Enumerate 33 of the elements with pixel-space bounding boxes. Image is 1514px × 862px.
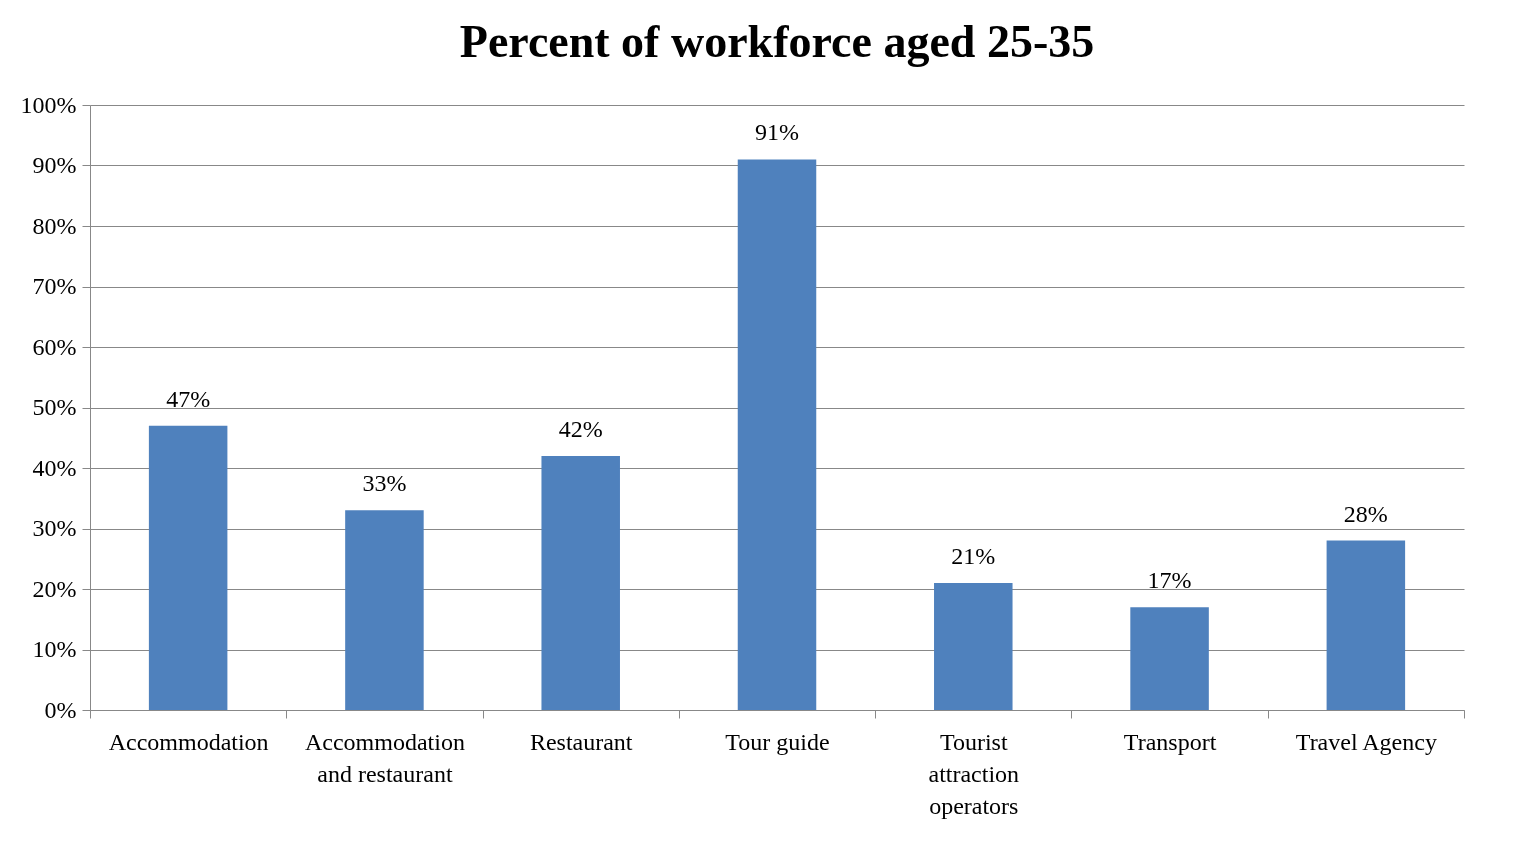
chart-title: Percent of workforce aged 25-35 [459, 16, 1095, 67]
x-tick-label: Tourist attraction operators [928, 728, 1020, 819]
y-tick-label: 60% [32, 333, 77, 360]
data-label: 21% [951, 542, 996, 569]
x-tick-label: Travel Agency [1295, 728, 1437, 755]
x-tick-label: Accommodation [108, 728, 269, 755]
y-tick-label: 70% [32, 273, 77, 299]
data-label: 47% [166, 385, 211, 412]
bar [737, 159, 817, 710]
bar [1130, 607, 1209, 710]
data-label: 17% [1147, 567, 1192, 594]
y-tick-label: 90% [32, 152, 77, 178]
bar [934, 582, 1013, 710]
y-tick-label: 20% [32, 575, 77, 602]
x-tick-label: Tour guide [725, 728, 830, 755]
bar [148, 425, 228, 710]
data-label: 42% [558, 415, 603, 442]
x-tick-label: Restaurant [529, 728, 633, 755]
y-tick-label: 80% [32, 212, 77, 239]
y-tick-label: 30% [32, 515, 77, 541]
bar [541, 455, 620, 710]
data-label: 33% [362, 470, 407, 497]
x-tick-label: Accommodation and restaurant [304, 728, 465, 787]
data-label: 91% [755, 119, 799, 146]
bar [345, 510, 424, 710]
y-tick-label: 40% [32, 454, 77, 481]
y-tick-label: 50% [32, 394, 77, 420]
y-tick-label: 100% [20, 91, 77, 118]
y-tick-label: 0% [44, 696, 77, 723]
data-label: 28% [1343, 500, 1388, 527]
x-tick-label: Transport [1123, 728, 1217, 755]
bar [1326, 540, 1406, 710]
y-tick-label: 10% [32, 636, 77, 662]
